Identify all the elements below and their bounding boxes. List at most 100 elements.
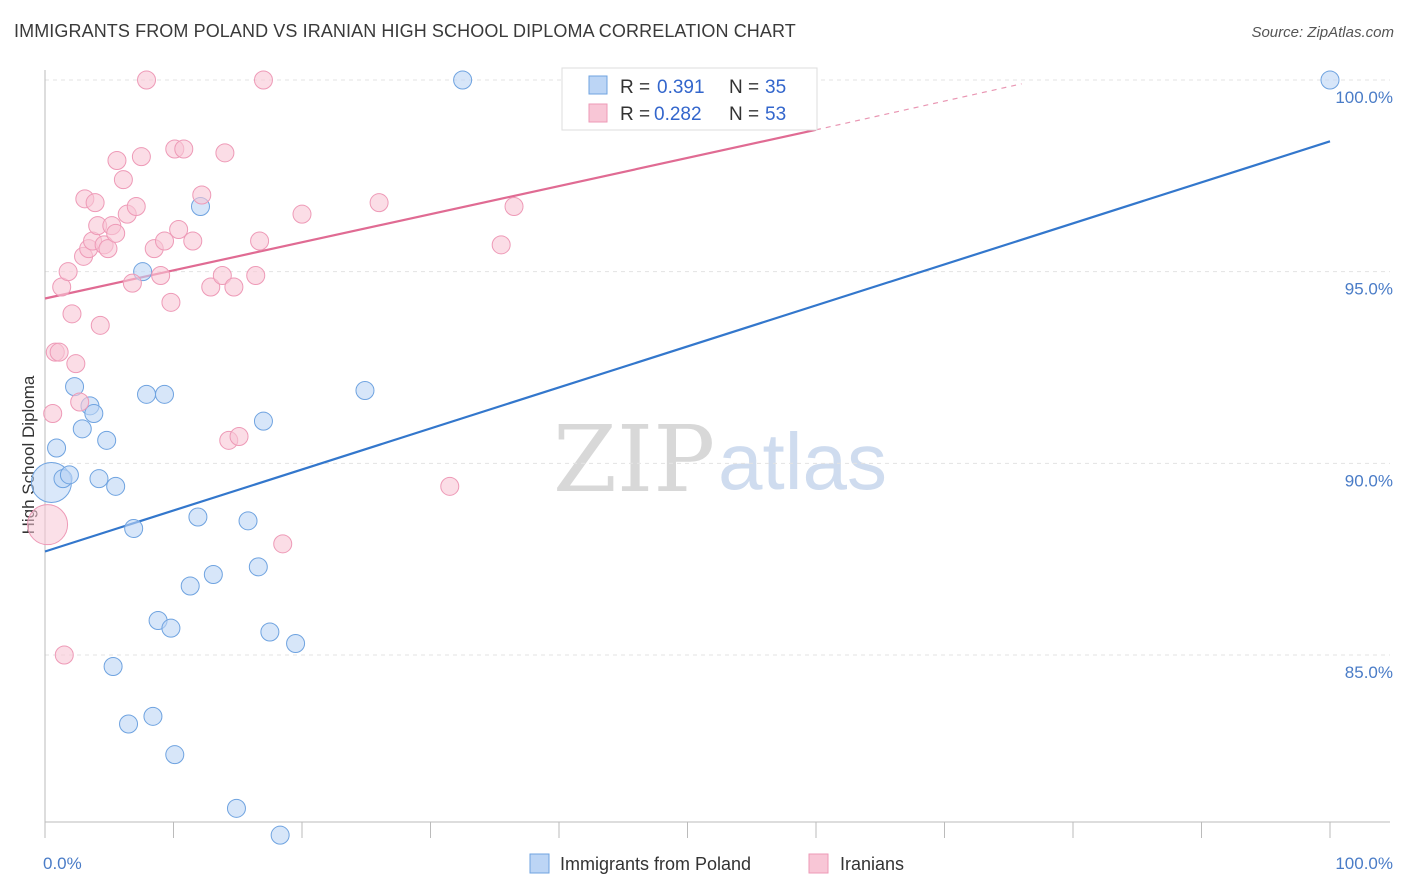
legend-swatch-iranians <box>588 103 608 123</box>
stats-legend: R = 0.391 N = 35 R = 0.282 N = 53 <box>561 67 818 131</box>
trend-lines <box>44 83 1331 553</box>
legend-n-value-poland: 35 <box>765 77 786 98</box>
data-point-poland <box>106 476 126 496</box>
trend-line-0 <box>44 140 1331 553</box>
data-point-poland <box>97 430 117 450</box>
data-point-iranians <box>369 193 389 213</box>
source-label: Source: ZipAtlas.com <box>1251 24 1394 41</box>
data-point-iranians <box>253 70 273 90</box>
legend-n-value-iranians: 53 <box>765 104 786 125</box>
data-point-iranians <box>43 404 63 423</box>
data-point-iranians <box>90 315 110 335</box>
watermark: ZIP atlas <box>553 406 887 513</box>
data-point-iranians <box>113 170 133 190</box>
series-legend: Immigrants from Poland Iranians <box>529 853 904 874</box>
data-point-iranians <box>201 277 221 297</box>
data-point-poland <box>253 411 273 431</box>
data-point-iranians <box>151 266 171 285</box>
data-points <box>27 70 1340 845</box>
x-tick-labels: 0.0% 100.0% <box>43 854 1393 873</box>
data-point-poland <box>89 469 109 489</box>
series-legend-swatch-iranians <box>808 853 829 874</box>
legend-r-value-iranians: 0.282 <box>654 104 702 125</box>
legend-r-value-poland: 0.391 <box>657 77 705 98</box>
data-point-iranians <box>491 235 511 255</box>
data-point-iranians <box>215 143 235 163</box>
data-point-poland <box>119 714 139 734</box>
data-point-poland <box>1320 70 1340 90</box>
data-point-poland <box>188 507 208 527</box>
data-point-iranians <box>62 304 82 324</box>
data-point-iranians <box>504 197 524 216</box>
data-point-iranians <box>58 262 78 282</box>
data-point-poland <box>203 565 223 584</box>
data-point-poland <box>165 745 185 765</box>
data-point-poland <box>180 576 200 596</box>
y-tick-labels: 85.0% 90.0% 95.0% 100.0% <box>1335 88 1393 682</box>
data-point-iranians <box>27 504 69 546</box>
data-point-poland <box>355 381 375 400</box>
data-point-iranians <box>229 427 249 446</box>
data-point-poland <box>72 419 92 439</box>
data-point-poland <box>238 511 258 531</box>
data-point-iranians <box>70 392 90 412</box>
axes <box>44 70 1390 838</box>
data-point-iranians <box>161 292 181 312</box>
data-point-iranians <box>292 204 312 224</box>
data-point-poland <box>124 519 144 538</box>
data-point-poland <box>155 384 175 404</box>
data-point-poland <box>84 404 104 423</box>
data-point-iranians <box>106 223 126 243</box>
data-point-poland <box>137 384 157 404</box>
legend-swatch-poland <box>588 75 608 95</box>
data-point-poland <box>161 618 181 638</box>
data-point-iranians <box>174 139 194 159</box>
data-point-iranians <box>273 534 293 554</box>
grid <box>45 79 1390 656</box>
series-legend-swatch-poland <box>529 853 550 874</box>
data-point-iranians <box>224 277 244 297</box>
data-point-iranians <box>440 476 460 496</box>
data-point-poland <box>270 825 290 845</box>
data-point-iranians <box>250 231 270 251</box>
chart-title: IMMIGRANTS FROM POLAND VS IRANIAN HIGH S… <box>14 21 796 41</box>
data-point-iranians <box>107 151 127 170</box>
y-tick-label: 100.0% <box>1335 88 1393 107</box>
data-point-iranians <box>155 231 175 251</box>
data-point-iranians <box>85 193 105 213</box>
data-point-poland <box>248 557 268 577</box>
watermark-zip: ZIP <box>553 406 715 513</box>
series-legend-label-poland: Immigrants from Poland <box>560 854 751 874</box>
data-point-poland <box>47 438 67 458</box>
x-tick-label: 0.0% <box>43 854 82 873</box>
series-legend-label-iranians: Iranians <box>840 854 904 874</box>
watermark-atlas: atlas <box>718 417 887 506</box>
data-point-iranians <box>126 197 146 216</box>
data-point-iranians <box>131 147 151 167</box>
legend-n-label-poland: N = <box>729 77 759 98</box>
y-tick-label: 95.0% <box>1345 280 1393 299</box>
data-point-iranians <box>183 231 203 251</box>
data-point-iranians <box>246 266 266 285</box>
legend-n-label-iranians: N = <box>729 104 759 125</box>
data-point-poland <box>260 622 280 642</box>
data-point-iranians <box>49 342 69 362</box>
x-tick-label: 100.0% <box>1335 854 1393 873</box>
trend-line-1 <box>44 128 817 300</box>
legend-r-label-poland: R = <box>620 77 650 98</box>
data-point-poland <box>286 634 306 653</box>
data-point-iranians <box>98 239 118 259</box>
legend-r-label-iranians: R = <box>620 104 650 125</box>
data-point-iranians <box>137 70 157 90</box>
data-point-iranians <box>192 185 212 205</box>
y-tick-label: 85.0% <box>1345 663 1393 682</box>
data-point-poland <box>453 70 473 90</box>
y-tick-label: 90.0% <box>1345 471 1393 490</box>
data-point-poland <box>226 798 246 818</box>
data-point-iranians <box>169 220 189 239</box>
data-point-iranians <box>66 354 86 374</box>
trend-line-extension-1 <box>815 83 1022 131</box>
data-point-iranians <box>122 273 142 293</box>
data-point-poland <box>59 465 79 485</box>
